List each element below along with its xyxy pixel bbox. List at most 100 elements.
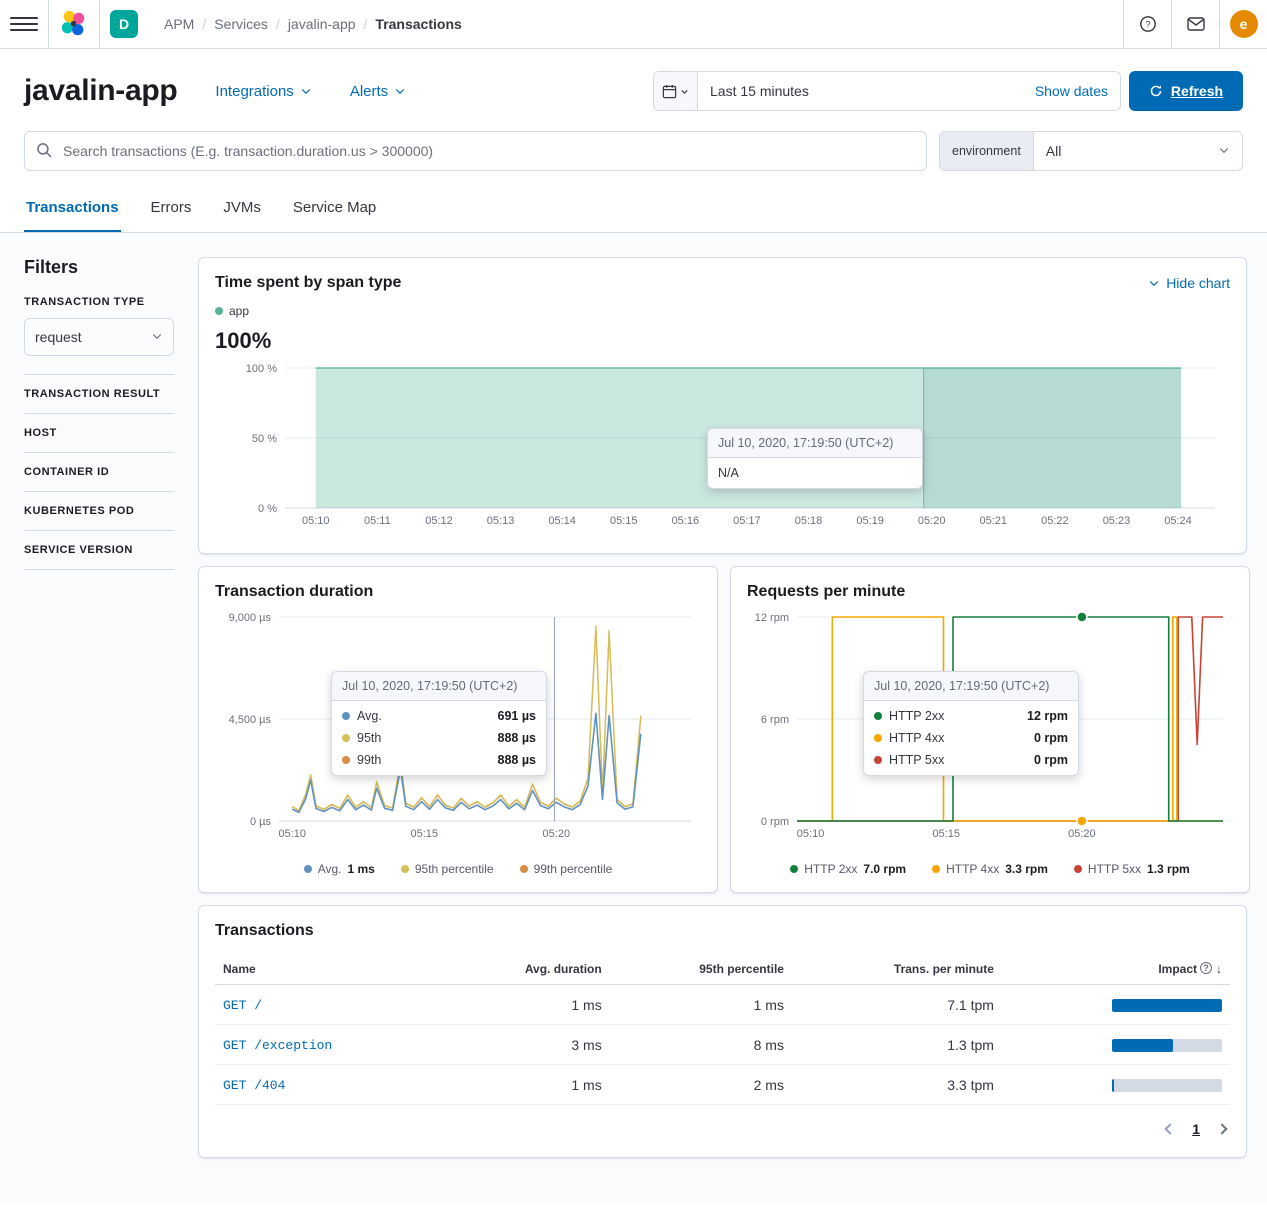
p95-value: 2 ms [609,1064,792,1105]
integrations-menu[interactable]: Integrations [215,83,311,100]
app-series-label: app [229,304,250,318]
tab-transactions[interactable]: Transactions [24,185,121,232]
transaction-link-root[interactable]: GET / [223,998,263,1013]
chart-area-app-highlight [923,368,1182,508]
transaction-link-404[interactable]: GET /404 [223,1078,286,1093]
hide-chart-link[interactable]: Hide chart [1148,275,1230,291]
filter-kubernetes-pod[interactable]: KUBERNETES POD [24,491,174,530]
legend-99th[interactable]: 99th percentile [519,862,612,876]
help-button[interactable]: ? [1123,0,1171,48]
transactions-table: Name Avg. duration 95th percentile Trans… [215,954,1230,1105]
time-controls: Last 15 minutes Show dates Refresh [653,71,1243,111]
logo-section [49,0,100,48]
x-axis-tick-label: 05:24 [1164,515,1192,527]
duration-chart-wrap: 0 µs 4,500 µs 9,000 µs 05:10 05:15 05:20 [215,609,701,850]
tooltip-row-4xx: HTTP 4xx 0 rpm [864,727,1078,749]
search-transactions-input[interactable] [24,131,927,171]
column-trans-per-minute[interactable]: Trans. per minute [791,954,1002,985]
tooltip-date: Jul 10, 2020, 17:19:50 (UTC+2) [708,429,922,458]
span-chart-tooltip: Jul 10, 2020, 17:19:50 (UTC+2) N/A [707,428,923,489]
pagination: 1 [215,1105,1230,1141]
time-range-value[interactable]: Last 15 minutes [710,83,809,99]
avg-duration-value: 3 ms [441,1024,610,1065]
tooltip-date: Jul 10, 2020, 17:19:50 (UTC+2) [332,672,546,701]
search-icon [37,143,52,158]
column-impact[interactable]: Impact? ↓ [1001,954,1230,985]
p95-dot [400,865,409,873]
info-icon[interactable]: ? [1200,962,1212,974]
tab-errors[interactable]: Errors [150,199,192,216]
chevron-down-icon [301,89,310,95]
transaction-duration-chart[interactable]: 0 µs 4,500 µs 9,000 µs 05:10 05:15 05:20 [215,609,701,847]
filter-transaction-result[interactable]: TRANSACTION RESULT [24,374,174,413]
environment-select[interactable]: All [1034,132,1242,170]
avg-dot [342,712,350,720]
p99-dot [342,756,350,764]
sort-descending-icon[interactable]: ↓ [1216,962,1222,976]
alerts-label: Alerts [349,82,389,100]
hover-marker-dot [1076,815,1088,827]
search-row: environment All [0,125,1267,185]
tooltip-row-99th: 99th 888 µs [332,749,546,771]
avatar: e [1229,10,1258,38]
svg-text:?: ? [1145,20,1150,30]
avg-duration-value: 1 ms [441,984,610,1025]
hamburger-menu-icon[interactable] [10,10,38,38]
quick-select-button[interactable] [654,72,698,110]
page-header: javalin-app Integrations Alerts [0,49,1267,125]
filter-host[interactable]: HOST [24,413,174,452]
requests-per-minute-chart[interactable]: 0 rpm 6 rpm 12 rpm 05:10 05:15 05:20 [747,609,1233,847]
newsfeed-button[interactable] [1171,0,1219,48]
transaction-type-select[interactable]: request [24,318,174,356]
show-dates-link[interactable]: Show dates [1034,83,1108,99]
mail-icon [1186,17,1205,31]
breadcrumb-service-name[interactable]: javalin-app [287,16,356,32]
next-page-button[interactable] [1216,1123,1228,1135]
breadcrumb-apm[interactable]: APM [164,16,195,32]
http5xx-dot [874,756,882,764]
environment-selected-value: All [1045,143,1062,159]
page-number-1[interactable]: 1 [1192,1121,1200,1137]
breadcrumb-separator: / [202,16,207,32]
elastic-logo-icon[interactable] [59,9,89,39]
tab-service-map[interactable]: Service Map [292,199,377,216]
y-axis-tick-label: 12 rpm [755,612,789,624]
legend-http-5xx[interactable]: HTTP 5xx 1.3 rpm [1073,862,1190,876]
p95-dot [342,734,350,742]
legend-http-2xx[interactable]: HTTP 2xx 7.0 rpm [790,862,906,876]
filter-transaction-type: TRANSACTION TYPE request [24,296,174,374]
legend-95th[interactable]: 95th percentile [400,862,494,876]
impact-bar [1112,1039,1222,1053]
refresh-button[interactable]: Refresh [1129,71,1243,111]
x-axis-tick-label: 05:12 [425,515,453,527]
rpm-chart-tooltip: Jul 10, 2020, 17:19:50 (UTC+2) HTTP 2xx … [863,671,1079,776]
legend-http-4xx[interactable]: HTTP 4xx 3.3 rpm [932,862,1048,876]
legend-avg[interactable]: Avg. 1 ms [303,862,375,876]
filters-title: Filters [24,257,79,277]
column-name[interactable]: Name [215,954,442,985]
alerts-menu[interactable]: Alerts [350,83,406,100]
column-95th-percentile[interactable]: 95th percentile [609,954,792,985]
chevron-down-icon [152,334,162,340]
tab-jvms[interactable]: JVMs [223,199,261,216]
http4xx-dot [932,865,941,873]
duration-panel-title: Transaction duration [215,583,374,600]
span-chart-legend: app [215,304,1230,318]
time-spent-by-span-type-panel: Time spent by span type Hide chart app 1… [198,257,1247,554]
avg-dot [303,865,312,873]
p95-value: 8 ms [609,1024,792,1065]
x-axis-tick-label: 05:23 [1103,515,1131,527]
transaction-link-exception[interactable]: GET /exception [223,1038,333,1053]
user-menu-button[interactable]: e [1219,0,1267,48]
app-series-dot [215,307,223,315]
http2xx-dot [790,865,799,873]
breadcrumb-services[interactable]: Services [214,16,268,32]
filter-service-version[interactable]: SERVICE VERSION [24,530,174,570]
column-avg-duration[interactable]: Avg. duration [441,954,610,985]
deployment-badge[interactable]: D [110,10,138,38]
filter-container-id[interactable]: CONTAINER ID [24,452,174,491]
service-tabs: Transactions Errors JVMs Service Map [0,185,1267,233]
duration-legend: Avg. 1 ms 95th percentile 99th percentil… [215,862,701,876]
previous-page-button[interactable] [1164,1123,1176,1135]
x-axis-tick-label: 05:10 [797,828,825,840]
